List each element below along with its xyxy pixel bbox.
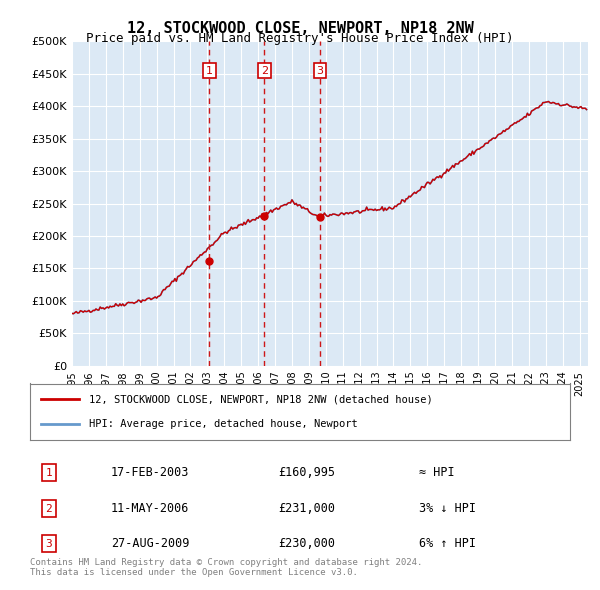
Text: 1: 1 — [46, 468, 52, 478]
Text: 27-AUG-2009: 27-AUG-2009 — [111, 537, 190, 550]
Text: Price paid vs. HM Land Registry's House Price Index (HPI): Price paid vs. HM Land Registry's House … — [86, 32, 514, 45]
Text: 12, STOCKWOOD CLOSE, NEWPORT, NP18 2NW (detached house): 12, STOCKWOOD CLOSE, NEWPORT, NP18 2NW (… — [89, 394, 433, 404]
Text: £230,000: £230,000 — [278, 537, 335, 550]
Text: HPI: Average price, detached house, Newport: HPI: Average price, detached house, Newp… — [89, 419, 358, 429]
Text: 3% ↓ HPI: 3% ↓ HPI — [419, 502, 476, 515]
Text: 2: 2 — [46, 504, 52, 514]
Text: 6% ↑ HPI: 6% ↑ HPI — [419, 537, 476, 550]
Text: Contains HM Land Registry data © Crown copyright and database right 2024.: Contains HM Land Registry data © Crown c… — [30, 558, 422, 566]
Text: £160,995: £160,995 — [278, 466, 335, 479]
Text: 17-FEB-2003: 17-FEB-2003 — [111, 466, 190, 479]
Text: 3: 3 — [46, 539, 52, 549]
Text: £231,000: £231,000 — [278, 502, 335, 515]
Text: 12, STOCKWOOD CLOSE, NEWPORT, NP18 2NW: 12, STOCKWOOD CLOSE, NEWPORT, NP18 2NW — [127, 21, 473, 35]
Text: 1: 1 — [206, 65, 213, 76]
Text: 11-MAY-2006: 11-MAY-2006 — [111, 502, 190, 515]
Text: This data is licensed under the Open Government Licence v3.0.: This data is licensed under the Open Gov… — [30, 568, 358, 576]
Text: 3: 3 — [316, 65, 323, 76]
Text: 2: 2 — [260, 65, 268, 76]
Text: ≈ HPI: ≈ HPI — [419, 466, 454, 479]
